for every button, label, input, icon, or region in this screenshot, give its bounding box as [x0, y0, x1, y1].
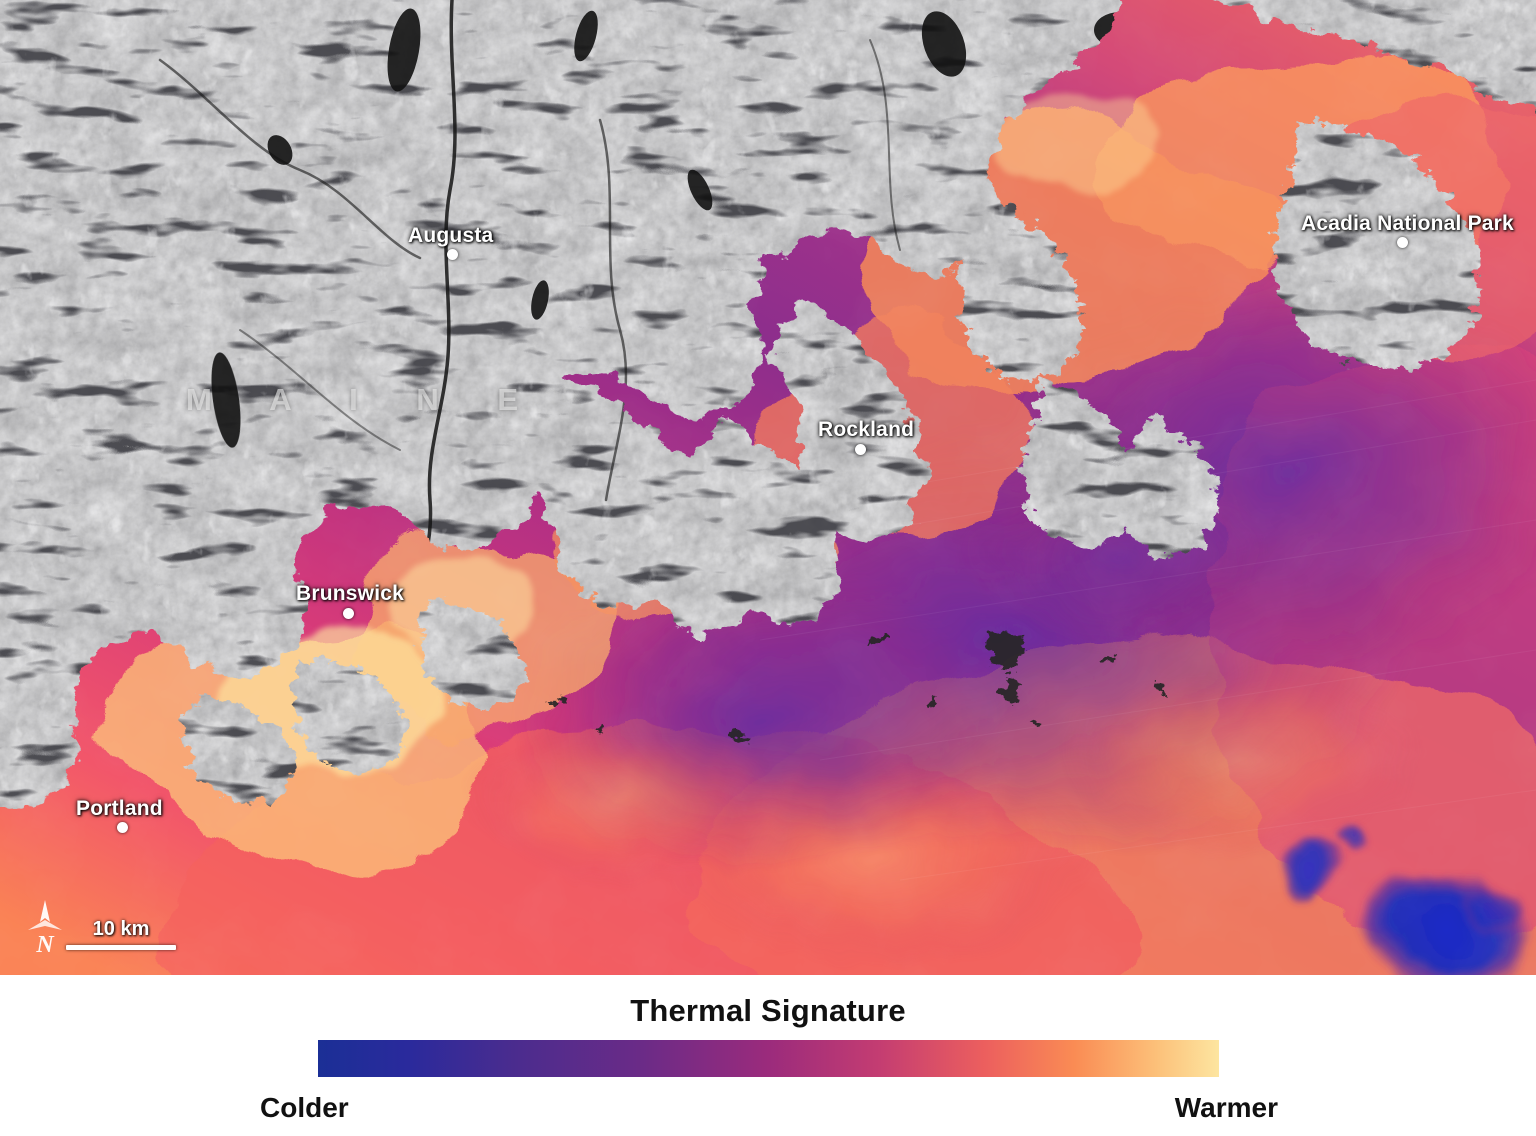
map-canvas [0, 0, 1536, 975]
legend-low-label: Colder [260, 1092, 349, 1123]
satellite-thermal-map[interactable]: M A I N E Augusta Rockland Acadia Nation… [0, 0, 1536, 975]
place-dot-rockland[interactable] [855, 444, 866, 455]
place-dot-brunswick[interactable] [343, 608, 354, 619]
scale-bar-label: 10 km [92, 918, 150, 940]
state-name-label: M A I N E [186, 382, 544, 417]
river-network [158, 0, 901, 632]
place-dot-portland[interactable] [117, 822, 128, 833]
legend-title: Thermal Signature [630, 993, 906, 1028]
lakes [211, 8, 1146, 448]
colorbar-gradient [318, 1040, 1219, 1077]
scale-bar-line [66, 945, 176, 950]
thermal-colorbar[interactable] [318, 1040, 1219, 1077]
place-dot-acadia-national-park[interactable] [1397, 237, 1408, 248]
legend-high-label: Warmer [1174, 1092, 1278, 1123]
svg-text:N: N [35, 932, 55, 958]
offshore-islands [553, 626, 1167, 747]
scale-bar: 10 km [66, 918, 176, 950]
place-dot-augusta[interactable] [447, 249, 458, 260]
north-arrow-icon: N [28, 900, 62, 958]
grayscale-land-layer [0, 0, 1536, 975]
